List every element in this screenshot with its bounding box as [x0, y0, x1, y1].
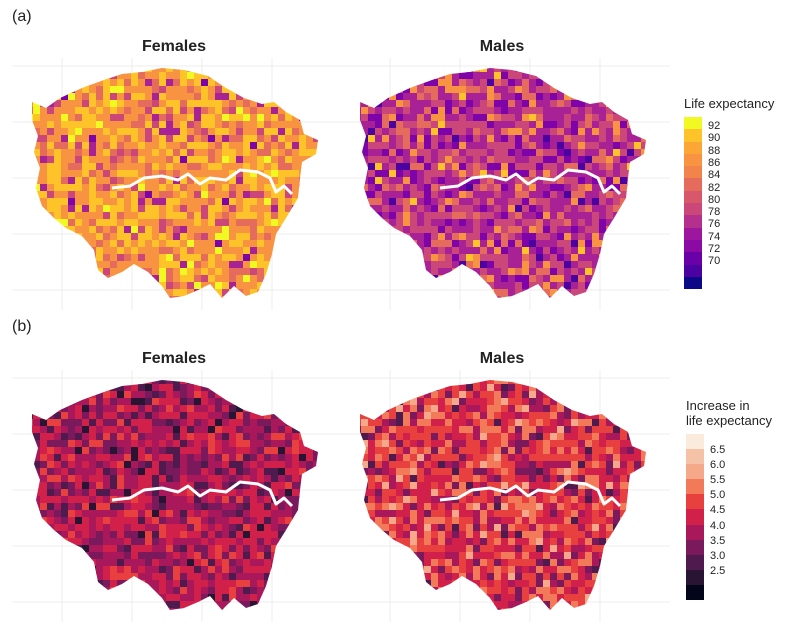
legend-swatch [684, 276, 702, 290]
legend-swatch [686, 434, 704, 450]
legend-tick-label: 2.5 [710, 564, 726, 577]
legend-tick-label: 90 [708, 132, 721, 145]
legend-swatch [684, 203, 702, 216]
panel-a-males-title: Males [479, 38, 525, 55]
legend-tick-label: 5.0 [710, 489, 726, 502]
river-thames [439, 168, 622, 196]
legend-tick-label: 6.5 [710, 444, 726, 456]
legend-tick-label: 80 [708, 193, 721, 206]
panel-b-males-title: Males [479, 350, 525, 367]
legend-tick-label: 4.5 [710, 504, 726, 517]
legend-tick-label: 4.0 [710, 519, 726, 532]
panel-b-females-title: Females [141, 350, 207, 367]
legend-b-scale: 6.5 6.0 5.5 5.0 4.5 4.0 3.5 3.0 2.5 [686, 434, 772, 601]
legend-swatch [686, 554, 704, 570]
legend-swatch [686, 449, 704, 465]
legend-tick-label: 88 [708, 144, 721, 157]
legend-tick-label: 84 [708, 169, 721, 182]
river-thames [111, 168, 294, 196]
legend-a-scale: 92 90 88 86 84 82 80 78 76 74 72 70 [684, 117, 774, 290]
legend-swatch [684, 227, 702, 240]
map-b-females [12, 370, 342, 622]
legend-b-title-line1: Increase in [686, 398, 750, 413]
legend-swatch [686, 569, 704, 585]
legend-life-expectancy: Life expectancy 92 90 88 86 84 82 80 78 76 74 72 70 [684, 96, 775, 290]
legend-tick-label: 78 [708, 206, 721, 219]
legend-tick-label: 70 [708, 255, 721, 268]
legend-increase: Increase in life expectancy 6.5 6.0 5.5 5.0… [686, 398, 772, 601]
legend-swatch [684, 190, 702, 204]
legend-swatch [684, 129, 702, 142]
map-b-males [340, 370, 670, 622]
panel-b-label: (b) [12, 318, 32, 335]
legend-a-title: Life expectancy [684, 96, 775, 111]
legend-tick-label: 76 [708, 218, 721, 231]
legend-tick-label: 5.5 [710, 474, 726, 487]
legend-tick-label: 92 [708, 120, 721, 132]
river-thames [111, 480, 294, 508]
legend-swatch [686, 479, 704, 495]
map-a-males [340, 58, 670, 310]
legend-tick-label: 3.0 [710, 549, 726, 562]
legend-swatch [684, 252, 702, 265]
legend-tick-label: 74 [708, 230, 721, 243]
legend-swatch [686, 464, 704, 480]
legend-swatch [684, 153, 702, 167]
panel-a-label: (a) [12, 8, 32, 25]
panel-a-females-title: Females [141, 38, 207, 55]
legend-swatch [684, 215, 702, 228]
legend-swatch [684, 166, 702, 179]
legend-swatch [684, 264, 702, 277]
legend-swatch [686, 584, 704, 601]
legend-swatch [686, 494, 704, 510]
legend-swatch [686, 509, 704, 525]
legend-swatch [684, 178, 702, 191]
legend-swatch [684, 117, 702, 130]
legend-tick-label: 86 [708, 156, 721, 169]
river-thames [439, 480, 622, 508]
legend-swatch [684, 239, 702, 253]
map-a-females [12, 58, 342, 310]
legend-swatch [684, 141, 702, 154]
legend-tick-label: 82 [708, 181, 721, 194]
legend-b-title-line2: life expectancy [686, 413, 772, 428]
legend-tick-label: 72 [708, 243, 721, 255]
legend-b-title: Increase in life expectancy [686, 398, 772, 428]
legend-swatch [686, 539, 704, 555]
legend-tick-label: 6.0 [710, 459, 726, 472]
legend-tick-label: 3.5 [710, 534, 726, 547]
legend-swatch [686, 524, 704, 540]
